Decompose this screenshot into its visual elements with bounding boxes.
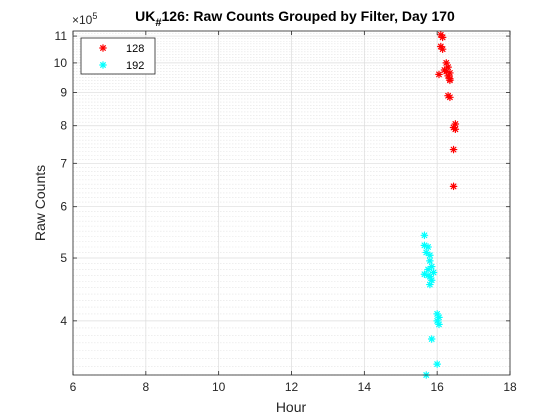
data-point-192 <box>424 243 432 251</box>
y-axis-exponent-base: ×10 <box>72 13 93 27</box>
x-tick-label: 14 <box>358 380 372 394</box>
y-axis-exponent: ×105 <box>72 11 97 27</box>
data-point-128 <box>435 70 443 79</box>
series-128 <box>435 30 460 191</box>
chart-title-prefix: UK <box>135 8 155 24</box>
x-tick-label: 18 <box>503 380 517 394</box>
legend-marker-128 <box>99 44 107 52</box>
data-point-192 <box>426 280 434 289</box>
data-point-128 <box>451 125 460 134</box>
y-tick-label: 10 <box>54 56 68 70</box>
legend-label-192: 192 <box>126 60 144 72</box>
legend-box <box>80 37 156 75</box>
data-point-192 <box>427 335 436 343</box>
y-tick-label: 11 <box>55 29 68 43</box>
y-tick-label: 8 <box>60 119 67 133</box>
data-point-128 <box>446 76 454 85</box>
data-point-192 <box>426 251 434 260</box>
legend-marker-192 <box>99 61 107 69</box>
y-tick-label: 4 <box>60 314 67 328</box>
y-tick-label: 9 <box>60 86 67 100</box>
data-point-192 <box>435 320 443 329</box>
axis-ticks: 6 8 10 12 14 16 18 4 5 6 7 8 9 10 11 <box>54 29 517 394</box>
x-tick-label: 16 <box>430 380 444 394</box>
data-point-128 <box>446 93 454 102</box>
chart-title-rest: 126: Raw Counts Grouped by Filter, Day 1… <box>162 8 456 24</box>
y-axis-label: Raw Counts <box>32 165 48 241</box>
x-tick-label: 6 <box>70 380 77 394</box>
series-192 <box>420 231 443 379</box>
x-axis-label: Hour <box>276 399 307 415</box>
chart-title-subscript: # <box>155 17 161 29</box>
data-point-192 <box>420 231 429 240</box>
data-point-128 <box>449 182 458 191</box>
data-point-128 <box>438 45 447 53</box>
legend-label-128: 128 <box>126 43 144 55</box>
x-tick-label: 8 <box>142 380 149 394</box>
data-point-128 <box>438 33 447 42</box>
data-point-192 <box>426 257 434 265</box>
data-marks <box>420 30 460 379</box>
x-tick-label: 10 <box>212 380 226 394</box>
y-tick-label: 6 <box>60 200 67 214</box>
data-point-192 <box>422 248 431 257</box>
data-point-192 <box>433 360 441 368</box>
y-axis-exponent-power: 5 <box>92 11 97 21</box>
x-tick-label: 12 <box>285 380 299 394</box>
y-tick-label: 7 <box>60 156 67 170</box>
chart-title: UK#126: Raw Counts Grouped by Filter, Da… <box>135 8 455 29</box>
data-point-128 <box>449 145 458 154</box>
y-tick-label: 5 <box>60 251 67 265</box>
